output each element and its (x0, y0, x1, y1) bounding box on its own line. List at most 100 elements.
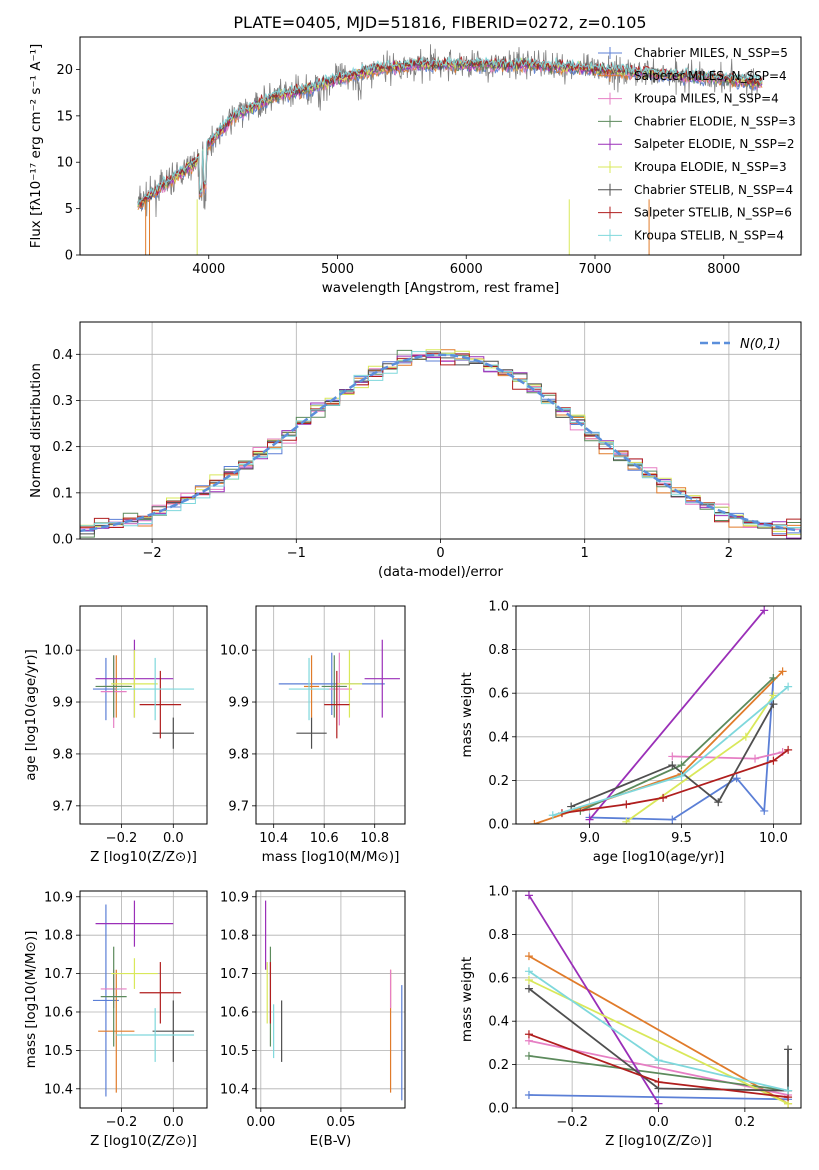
weight-marker (760, 606, 769, 615)
weight-marker (524, 1051, 533, 1060)
plot-frame (79, 36, 802, 256)
x-axis-label: Z [log10(Z/Z⊙)] (90, 849, 197, 865)
x-tick-label: 0.05 (326, 1115, 355, 1130)
x-tick-label: 7000 (578, 262, 611, 277)
weight-marker (769, 756, 778, 765)
weight-series-2 (528, 955, 789, 1105)
errorbars (278, 639, 400, 749)
y-tick-label: 0.8 (488, 928, 509, 943)
x-axis-label: Z [log10(Z/Z⊙)] (90, 1133, 197, 1149)
y-tick-label: 0.6 (488, 687, 509, 702)
weight-marker (784, 1086, 793, 1095)
y-tick-label: 10.9 (44, 890, 73, 905)
y-tick-label: 0.2 (52, 440, 73, 455)
plot-frame (515, 890, 802, 1109)
y-tick-label: 0 (65, 249, 73, 264)
weight-marker (760, 806, 769, 815)
weight-marker (784, 682, 793, 691)
y-tick-label: 0.4 (488, 1015, 509, 1030)
y-tick-label: 9.8 (228, 747, 249, 762)
x-tick-label: 1 (581, 546, 589, 561)
y-tick-label: 10.0 (220, 644, 249, 659)
x-axis-label: Z [log10(Z/Z⊙)] (605, 1133, 712, 1149)
legend-label: Kroupa MILES, N_SSP=4 (634, 92, 779, 106)
y-tick-label: 9.8 (52, 747, 73, 762)
y-axis-label: Flux [fλ10⁻¹⁷ erg cm⁻² s⁻¹ A⁻¹] (28, 44, 44, 249)
weight-marker (668, 752, 677, 761)
y-tick-label: 10.5 (220, 1044, 249, 1059)
y-tick-label: 0.3 (52, 394, 73, 409)
y-tick-label: 9.9 (228, 696, 249, 711)
x-tick-label: −0.2 (556, 1115, 588, 1130)
weight-marker (654, 1056, 663, 1065)
errorbars (92, 639, 195, 749)
weight-marker (622, 800, 631, 809)
weight-marker (524, 891, 533, 900)
x-tick-label: 0.0 (163, 1115, 184, 1130)
weight-series-2 (534, 670, 784, 824)
y-tick-label: 10.4 (220, 1082, 249, 1097)
y-tick-label: 0.6 (488, 971, 509, 986)
weight-marker (732, 774, 741, 783)
x-tick-label: 10.0 (759, 831, 788, 846)
y-tick-label: 10.7 (220, 967, 249, 982)
weight-marker (741, 732, 750, 741)
plot-frame (255, 605, 406, 825)
x-tick-label: −2 (143, 546, 162, 561)
spectrum-panel: 4000 5000 6000 7000 8000 0 5 10 15 20 wavelength [… (28, 36, 802, 296)
y-tick-label: 15 (56, 109, 73, 124)
y-tick-label: 10.6 (220, 1005, 249, 1020)
normal-curve (80, 353, 801, 533)
legend-label: Chabrier STELIB, N_SSP=4 (634, 183, 793, 197)
x-axis-label: (data-model)/error (378, 564, 504, 580)
errorbars (265, 900, 403, 1101)
errorbar-panel-2: −0.2 0.0 9.7 9.8 9.9 10.0 Z [log10(Z/Z⊙)] age [… (23, 605, 208, 865)
weight-marker (778, 667, 787, 676)
y-axis-label: Normed distribution (28, 363, 44, 498)
y-tick-label: 9.7 (52, 799, 73, 814)
legend-label: Salpeter STELIB, N_SSP=6 (634, 206, 792, 220)
weight-marker (751, 754, 760, 763)
plot-frame (79, 321, 802, 540)
y-tick-label: 0.2 (488, 774, 509, 789)
weight-marker (677, 772, 686, 781)
x-tick-label: −0.2 (106, 831, 138, 846)
x-tick-label: 9.0 (579, 831, 600, 846)
y-tick-label: 9.7 (228, 799, 249, 814)
x-axis-label: E(B-V) (310, 1133, 352, 1149)
weight-series-5 (588, 609, 765, 821)
y-tick-label: 0.1 (52, 486, 73, 501)
y-tick-label: 10 (56, 156, 73, 171)
y-tick-label: 0.0 (52, 533, 73, 548)
x-tick-label: 0.0 (163, 831, 184, 846)
mass-weight-panel-4: 9.0 9.5 10.0 0.0 0.2 0.4 0.6 0.8 1.0 age [log10(a… (459, 600, 802, 865)
weight-marker (769, 673, 778, 682)
weight-marker (524, 967, 533, 976)
y-tick-label: 0.4 (488, 730, 509, 745)
errorbar-panel-5: −0.2 0.0 10.4 10.5 10.6 10.7 10.8 10.9 Z [log10(… (23, 890, 208, 1149)
plot-frame (79, 605, 208, 825)
weight-series-4 (528, 1055, 789, 1092)
y-tick-label: 10.8 (44, 929, 73, 944)
x-tick-label: −1 (287, 546, 306, 561)
weight-marker (548, 811, 557, 820)
y-tick-label: 9.9 (52, 696, 73, 711)
weight-marker (769, 700, 778, 709)
x-tick-label: 2 (725, 546, 733, 561)
weight-marker (524, 984, 533, 993)
legend-label: Salpeter MILES, N_SSP=4 (634, 69, 787, 83)
legend-label: Chabrier MILES, N_SSP=5 (634, 46, 788, 60)
y-tick-label: 10.9 (220, 890, 249, 905)
weight-marker (784, 745, 793, 754)
weight-marker (784, 1045, 793, 1054)
y-tick-label: 1.0 (488, 885, 509, 900)
x-tick-label: 6000 (450, 262, 483, 277)
weight-marker (524, 1090, 533, 1099)
y-axis-label: age [log10(age/yr)] (23, 649, 39, 781)
plot-frame (255, 890, 406, 1109)
x-tick-label: −0.2 (106, 1115, 138, 1130)
weight-marker (585, 815, 594, 824)
y-tick-label: 0.0 (488, 1102, 509, 1117)
errorbar-panel-3: 10.4 10.6 10.8 9.7 9.8 9.9 10.0 mass [log10(M/M… (220, 605, 406, 865)
